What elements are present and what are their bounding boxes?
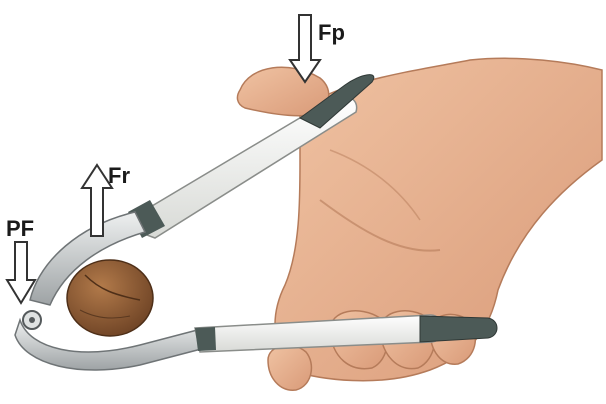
pivot-pin-center [29, 317, 35, 323]
fulcrum-label: PF [6, 216, 34, 241]
down-arrow-icon [5, 241, 37, 305]
walnut-seam [84, 274, 141, 301]
walnut [66, 259, 154, 337]
walnut-texture [79, 309, 131, 319]
walnut-shell [66, 259, 154, 337]
hand-crease-2 [329, 149, 421, 221]
down-arrow-icon [288, 14, 322, 84]
up-arrow-icon [80, 163, 114, 237]
hand-crease [319, 199, 441, 252]
lower-handle [14, 310, 498, 371]
lower-handle-grip [419, 315, 498, 343]
effort-force-arrow: Fp [288, 14, 345, 84]
finger-4 [267, 344, 313, 391]
upper-handle-grip [299, 74, 375, 129]
resistance-force-arrow: Fr [80, 163, 130, 237]
upper-handle [29, 74, 375, 306]
fulcrum-arrow: PF [5, 216, 37, 305]
effort-force-label: Fp [318, 20, 345, 45]
upper-jaw [29, 211, 147, 306]
lower-handle-band [195, 327, 216, 351]
resistance-force-label: Fr [108, 163, 130, 188]
